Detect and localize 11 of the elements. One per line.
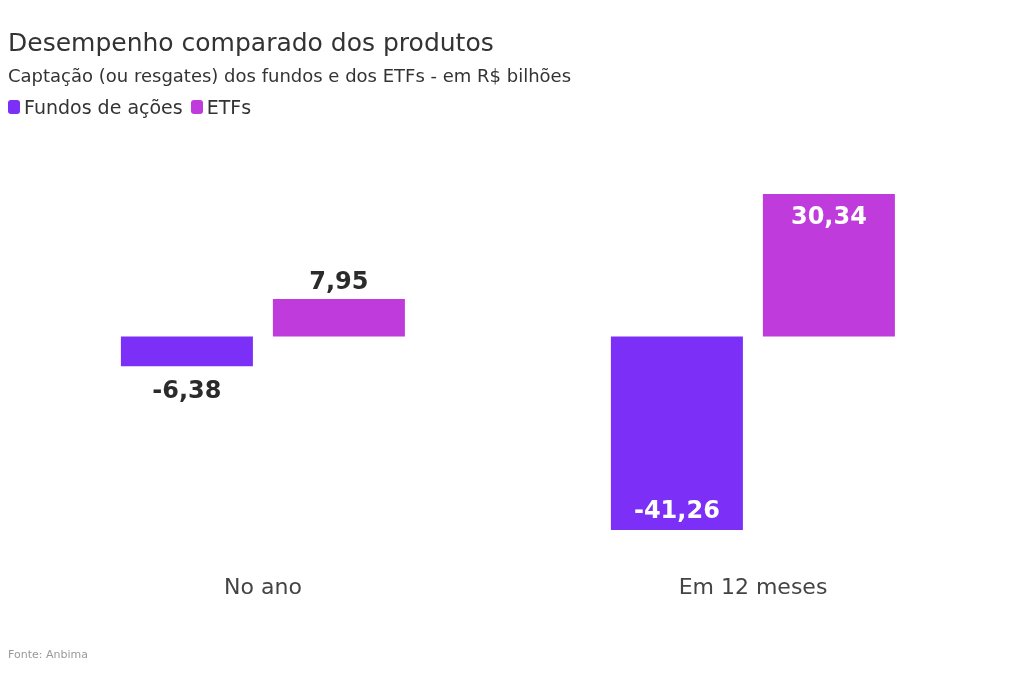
source-note: Fonte: Anbima [8, 648, 88, 661]
x-tick-label: Em 12 meses [678, 573, 828, 599]
chart-subtitle: Captação (ou resgates) dos fundos e dos ETFs - em R$ bilhões [8, 65, 572, 86]
data-label: 30,34 [790, 202, 867, 230]
x-tick-label: No ano [224, 573, 302, 599]
legend-label: Fundos de ações [23, 96, 183, 118]
data-label: -41,26 [633, 496, 720, 524]
data-label: 7,95 [309, 267, 369, 296]
legend-label: ETFs [205, 96, 252, 118]
chart-title: Desempenho comparado dos produtos [8, 28, 495, 57]
data-label: -6,38 [152, 376, 222, 405]
